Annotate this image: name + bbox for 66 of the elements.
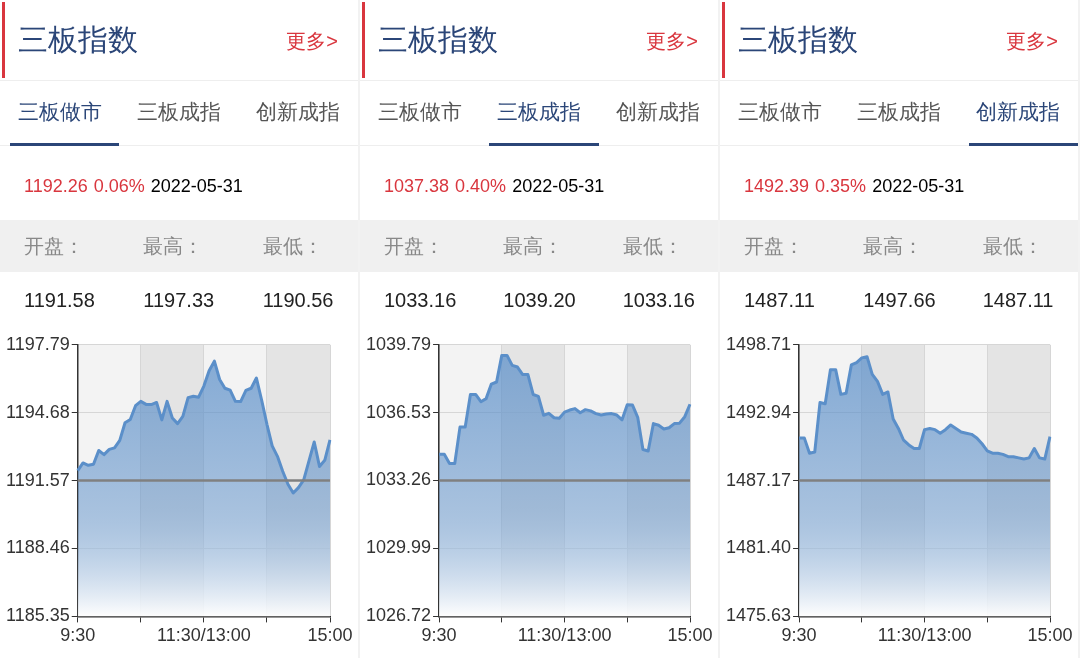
text: 最低： — [621, 234, 684, 259]
text: 三板做市 — [376, 99, 463, 125]
y-tick-label: 1191.57 — [6, 469, 70, 490]
text: 1487.11 — [743, 288, 816, 313]
text: 1192.26 — [24, 176, 88, 196]
y-tick-label: 1197.79 — [6, 333, 70, 354]
x-tick-label: 9:30 — [60, 625, 96, 646]
text: 更多> — [646, 29, 698, 54]
chart-title: 三板指数 — [18, 22, 138, 58]
y-tick-label: 1039.79 — [365, 333, 432, 354]
text: 2022-05-31 — [872, 176, 965, 196]
y-tick-label: 1481.40 — [725, 537, 792, 558]
x-tick-label: 15:00 — [307, 625, 353, 646]
x-tick-label: 9:30 — [421, 625, 457, 646]
y-tick-label: 1029.99 — [365, 537, 432, 558]
x-tick-label: 9:30 — [781, 625, 817, 646]
text: 最低： — [261, 234, 324, 259]
text: 1191.58 — [23, 288, 96, 313]
y-tick-label: 1487.17 — [725, 469, 792, 490]
text: 三板做市 — [16, 99, 103, 125]
text: 最高： — [862, 234, 925, 259]
text: 1197.33 — [142, 288, 216, 313]
text: 最高： — [502, 234, 565, 259]
text: 1497.66 — [862, 288, 937, 313]
text: 开盘： — [743, 234, 805, 259]
text: 2022-05-31 — [512, 176, 605, 196]
y-tick-label: 1188.46 — [6, 537, 70, 558]
text: 创新成指 — [255, 99, 342, 125]
text: 0.35% — [815, 176, 867, 196]
x-tick-label: 15:00 — [667, 625, 713, 646]
text: 1033.16 — [383, 288, 458, 313]
text: 三板成指 — [136, 99, 222, 125]
chart-title: 三板指数 — [378, 22, 498, 58]
text: 1037.38 — [384, 176, 450, 196]
text: 2022-05-31 — [150, 176, 243, 196]
y-tick-label: 1194.68 — [6, 401, 70, 422]
text: 创新成指 — [975, 99, 1062, 125]
text: 三板成指 — [496, 99, 582, 125]
y-tick-label: 1026.72 — [365, 605, 432, 626]
text: 1487.11 — [981, 288, 1055, 313]
text: 开盘： — [383, 234, 445, 259]
text: 更多> — [286, 29, 338, 54]
x-tick-label: 15:00 — [1027, 625, 1073, 646]
text: 1033.16 — [621, 288, 696, 313]
text: 最低： — [981, 234, 1044, 259]
y-tick-label: 1492.94 — [725, 401, 792, 422]
y-tick-label: 1036.53 — [365, 401, 432, 422]
text: 三板做市 — [736, 99, 823, 125]
text: 三板成指 — [856, 99, 942, 125]
y-tick-label: 1498.71 — [725, 333, 792, 354]
text: 最高： — [142, 234, 205, 259]
y-tick-label: 1475.63 — [725, 605, 792, 626]
y-tick-label: 1033.26 — [365, 469, 432, 490]
y-tick-label: 1185.35 — [6, 605, 70, 626]
text: 0.06% — [93, 176, 145, 196]
text: 0.40% — [455, 176, 507, 196]
x-tick-label: 11:30/13:00 — [877, 625, 972, 646]
text: 1492.39 — [744, 176, 810, 196]
text: 更多> — [1006, 29, 1058, 54]
text: 1190.56 — [261, 288, 335, 313]
text: 开盘： — [23, 234, 85, 259]
x-tick-label: 11:30/13:00 — [156, 625, 251, 646]
text: 创新成指 — [615, 99, 702, 125]
chart-title: 三板指数 — [738, 22, 858, 58]
text: 1039.20 — [502, 288, 577, 313]
x-tick-label: 11:30/13:00 — [517, 625, 612, 646]
